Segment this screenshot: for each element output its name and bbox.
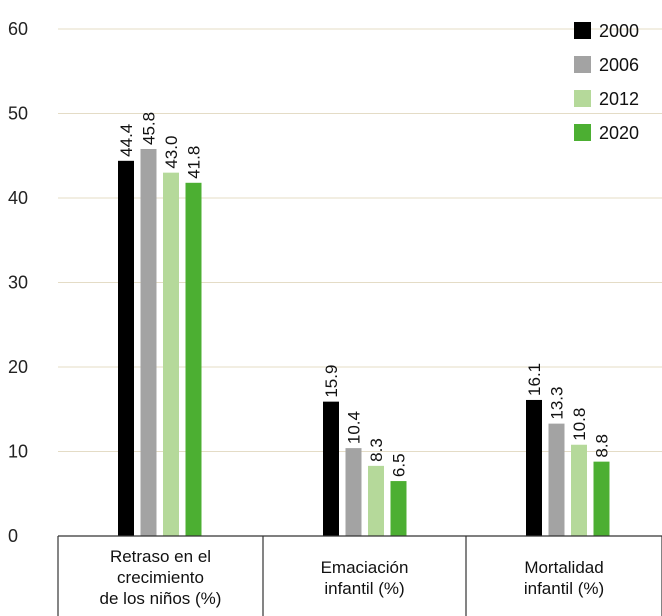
bar-2020-0 <box>185 182 202 537</box>
category-label: crecimiento <box>117 568 204 587</box>
bar-2000-1 <box>323 401 339 536</box>
bar-2006-2 <box>548 423 565 536</box>
category-label: infantil (%) <box>524 579 604 598</box>
data-label: 13.3 <box>548 387 567 420</box>
category-label: Emaciación <box>321 558 409 577</box>
y-tick-label: 20 <box>8 357 28 377</box>
bar-2020-2 <box>593 461 610 536</box>
data-labels: 44.4 15.9 16.1 45.8 10.4 13.3 43.0 8.3 10.8 41.8 6… <box>117 112 612 477</box>
data-label: 10.4 <box>345 411 364 444</box>
bar-2006-0 <box>140 148 157 537</box>
y-tick-label: 40 <box>8 188 28 208</box>
data-label: 41.8 <box>185 146 204 179</box>
legend-swatch-2006 <box>574 56 591 73</box>
y-axis: 0 10 20 30 40 50 60 <box>8 19 28 546</box>
data-label: 45.8 <box>140 112 159 145</box>
bar-2012-1 <box>368 465 384 536</box>
bar-2012-2 <box>571 444 587 536</box>
category-label: de los niños (%) <box>100 589 222 608</box>
y-tick-label: 0 <box>8 526 18 546</box>
data-label: 8.3 <box>367 438 386 462</box>
category-label: Retraso en el <box>110 547 211 566</box>
bar-2000-2 <box>526 399 542 536</box>
legend-swatch-2000 <box>574 22 591 39</box>
legend-label: 2006 <box>599 55 639 75</box>
legend: 2000 2006 2012 2020 <box>574 21 639 143</box>
bar-2006-1 <box>345 448 362 536</box>
bar-2020-1 <box>390 481 407 536</box>
y-tick-label: 30 <box>8 273 28 293</box>
data-label: 8.8 <box>593 434 612 458</box>
legend-swatch-2012 <box>574 90 591 107</box>
data-label: 16.1 <box>525 363 544 396</box>
data-label: 15.9 <box>322 365 341 398</box>
data-label: 43.0 <box>162 136 181 169</box>
bar-2000-0 <box>118 160 134 536</box>
bar-2012-0 <box>163 172 179 536</box>
data-label: 44.4 <box>117 124 136 157</box>
legend-label: 2012 <box>599 89 639 109</box>
legend-label: 2000 <box>599 21 639 41</box>
data-label: 10.8 <box>570 408 589 441</box>
x-axis: Retraso en el crecimiento de los niños (%)… <box>57 535 662 616</box>
y-tick-label: 60 <box>8 19 28 39</box>
legend-label: 2020 <box>599 123 639 143</box>
category-label: Mortalidad <box>524 558 603 577</box>
bars <box>118 148 610 537</box>
legend-swatch-2020 <box>574 124 591 141</box>
category-label: infantil (%) <box>324 579 404 598</box>
y-tick-label: 10 <box>8 442 28 462</box>
y-tick-label: 50 <box>8 104 28 124</box>
data-label: 6.5 <box>390 453 409 477</box>
